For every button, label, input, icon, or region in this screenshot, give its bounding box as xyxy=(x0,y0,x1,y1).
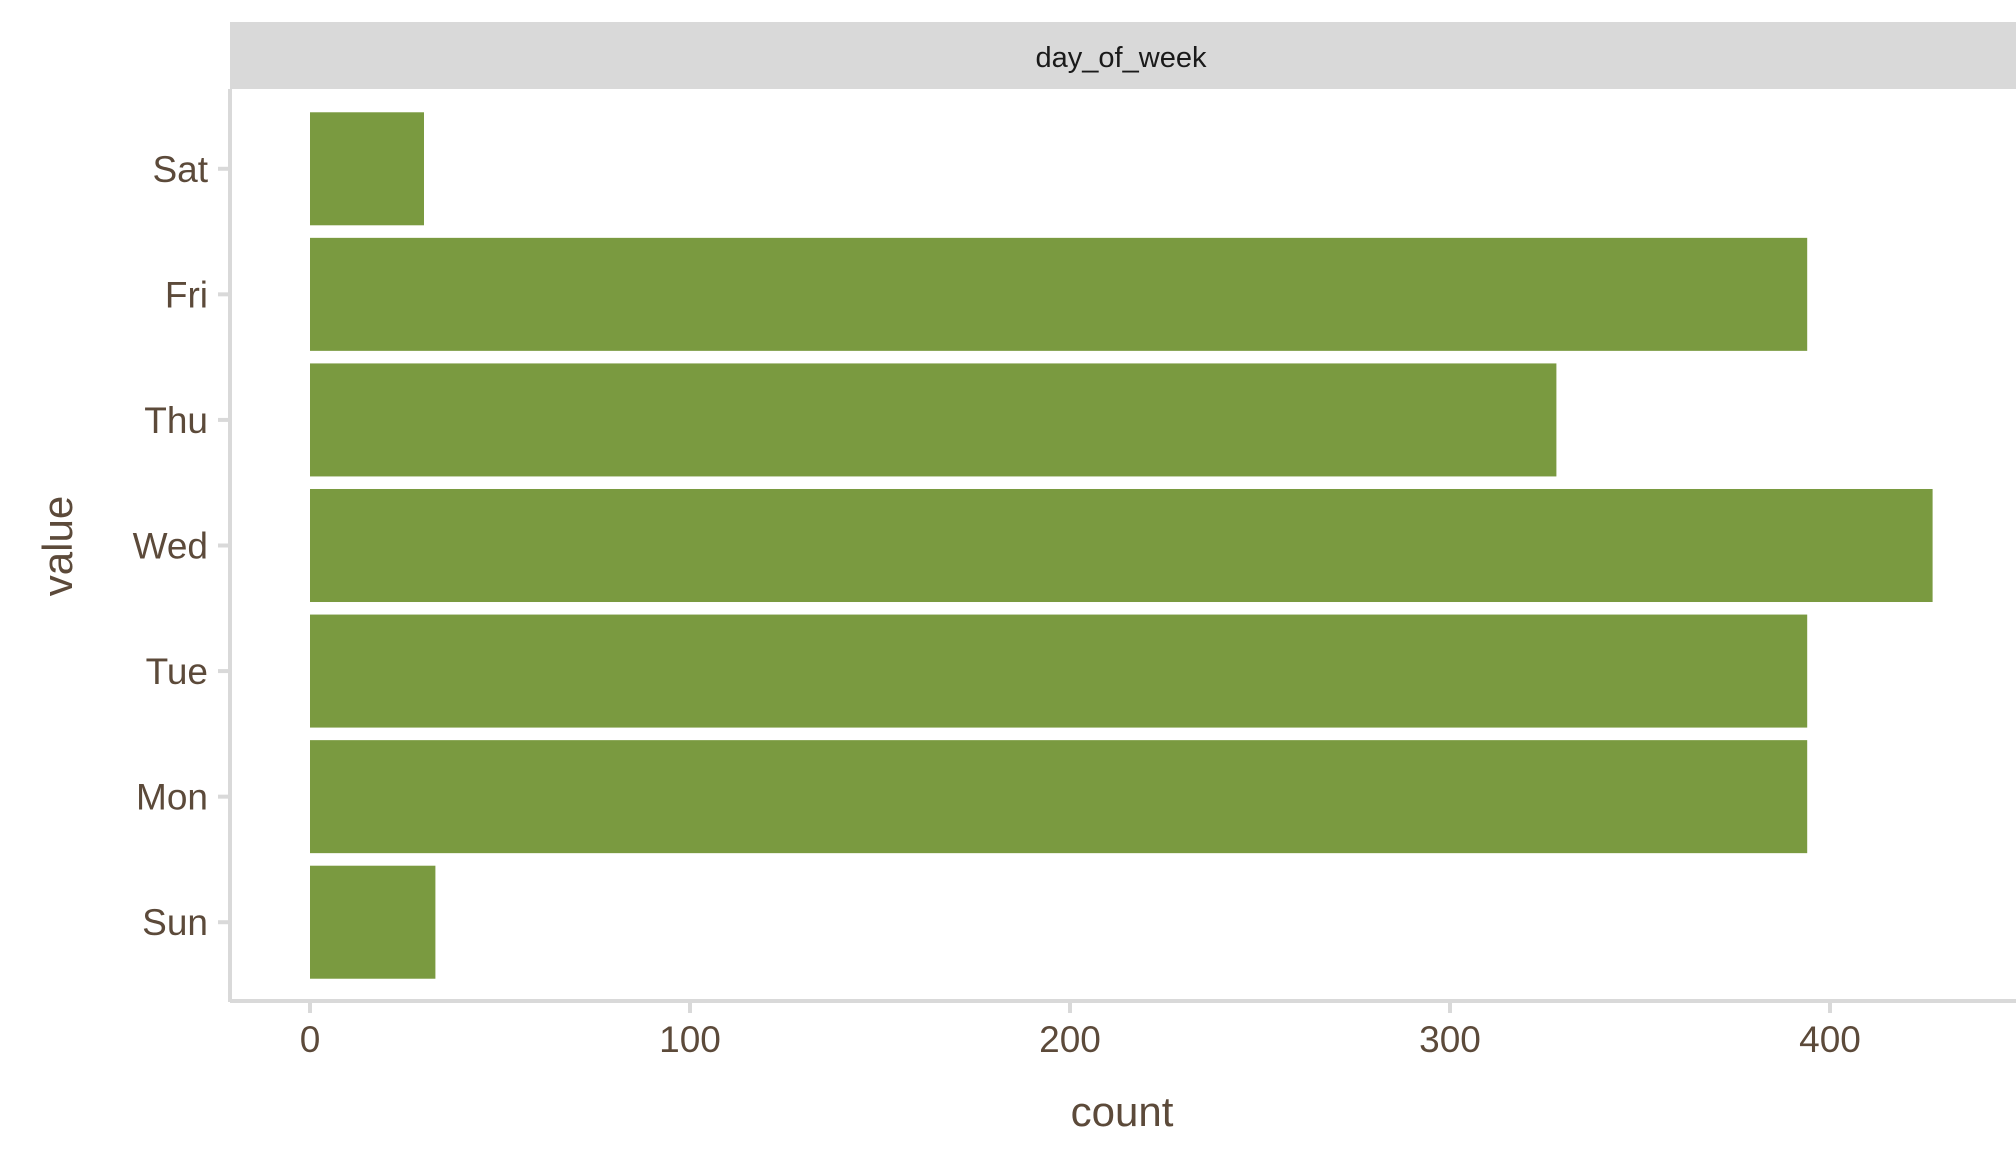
y-tick-label: Mon xyxy=(136,777,208,818)
bars-group xyxy=(310,112,1933,979)
x-axis-title: count xyxy=(1071,1088,1174,1135)
facet-strip-label: day_of_week xyxy=(1036,42,1207,74)
y-tick-label: Tue xyxy=(146,651,208,692)
bar-thu xyxy=(310,363,1557,477)
facet-strip xyxy=(230,22,2016,89)
x-tick-label: 100 xyxy=(659,1019,721,1060)
y-tick-label: Fri xyxy=(165,274,208,315)
bar-wed xyxy=(310,488,1933,603)
x-tick-label: 300 xyxy=(1419,1019,1481,1060)
bar-mon xyxy=(310,740,1808,854)
y-axis-title: value xyxy=(34,496,81,596)
bar-sat xyxy=(310,112,424,226)
y-tick-label: Sun xyxy=(142,902,208,943)
y-axis-ticks: Sun Mon Tue Wed Thu Fri Sat xyxy=(133,149,230,943)
x-tick-label: 0 xyxy=(300,1019,321,1060)
bar-tue xyxy=(310,614,1808,728)
x-tick-label: 200 xyxy=(1039,1019,1101,1060)
y-tick-label: Thu xyxy=(144,400,208,441)
bar-sun xyxy=(310,865,436,979)
y-tick-label: Sat xyxy=(152,149,208,190)
y-tick-label: Wed xyxy=(133,526,208,567)
bar-fri xyxy=(310,237,1808,351)
x-tick-label: 400 xyxy=(1799,1019,1861,1060)
x-axis-ticks: 0 100 200 300 400 xyxy=(300,1001,1861,1060)
